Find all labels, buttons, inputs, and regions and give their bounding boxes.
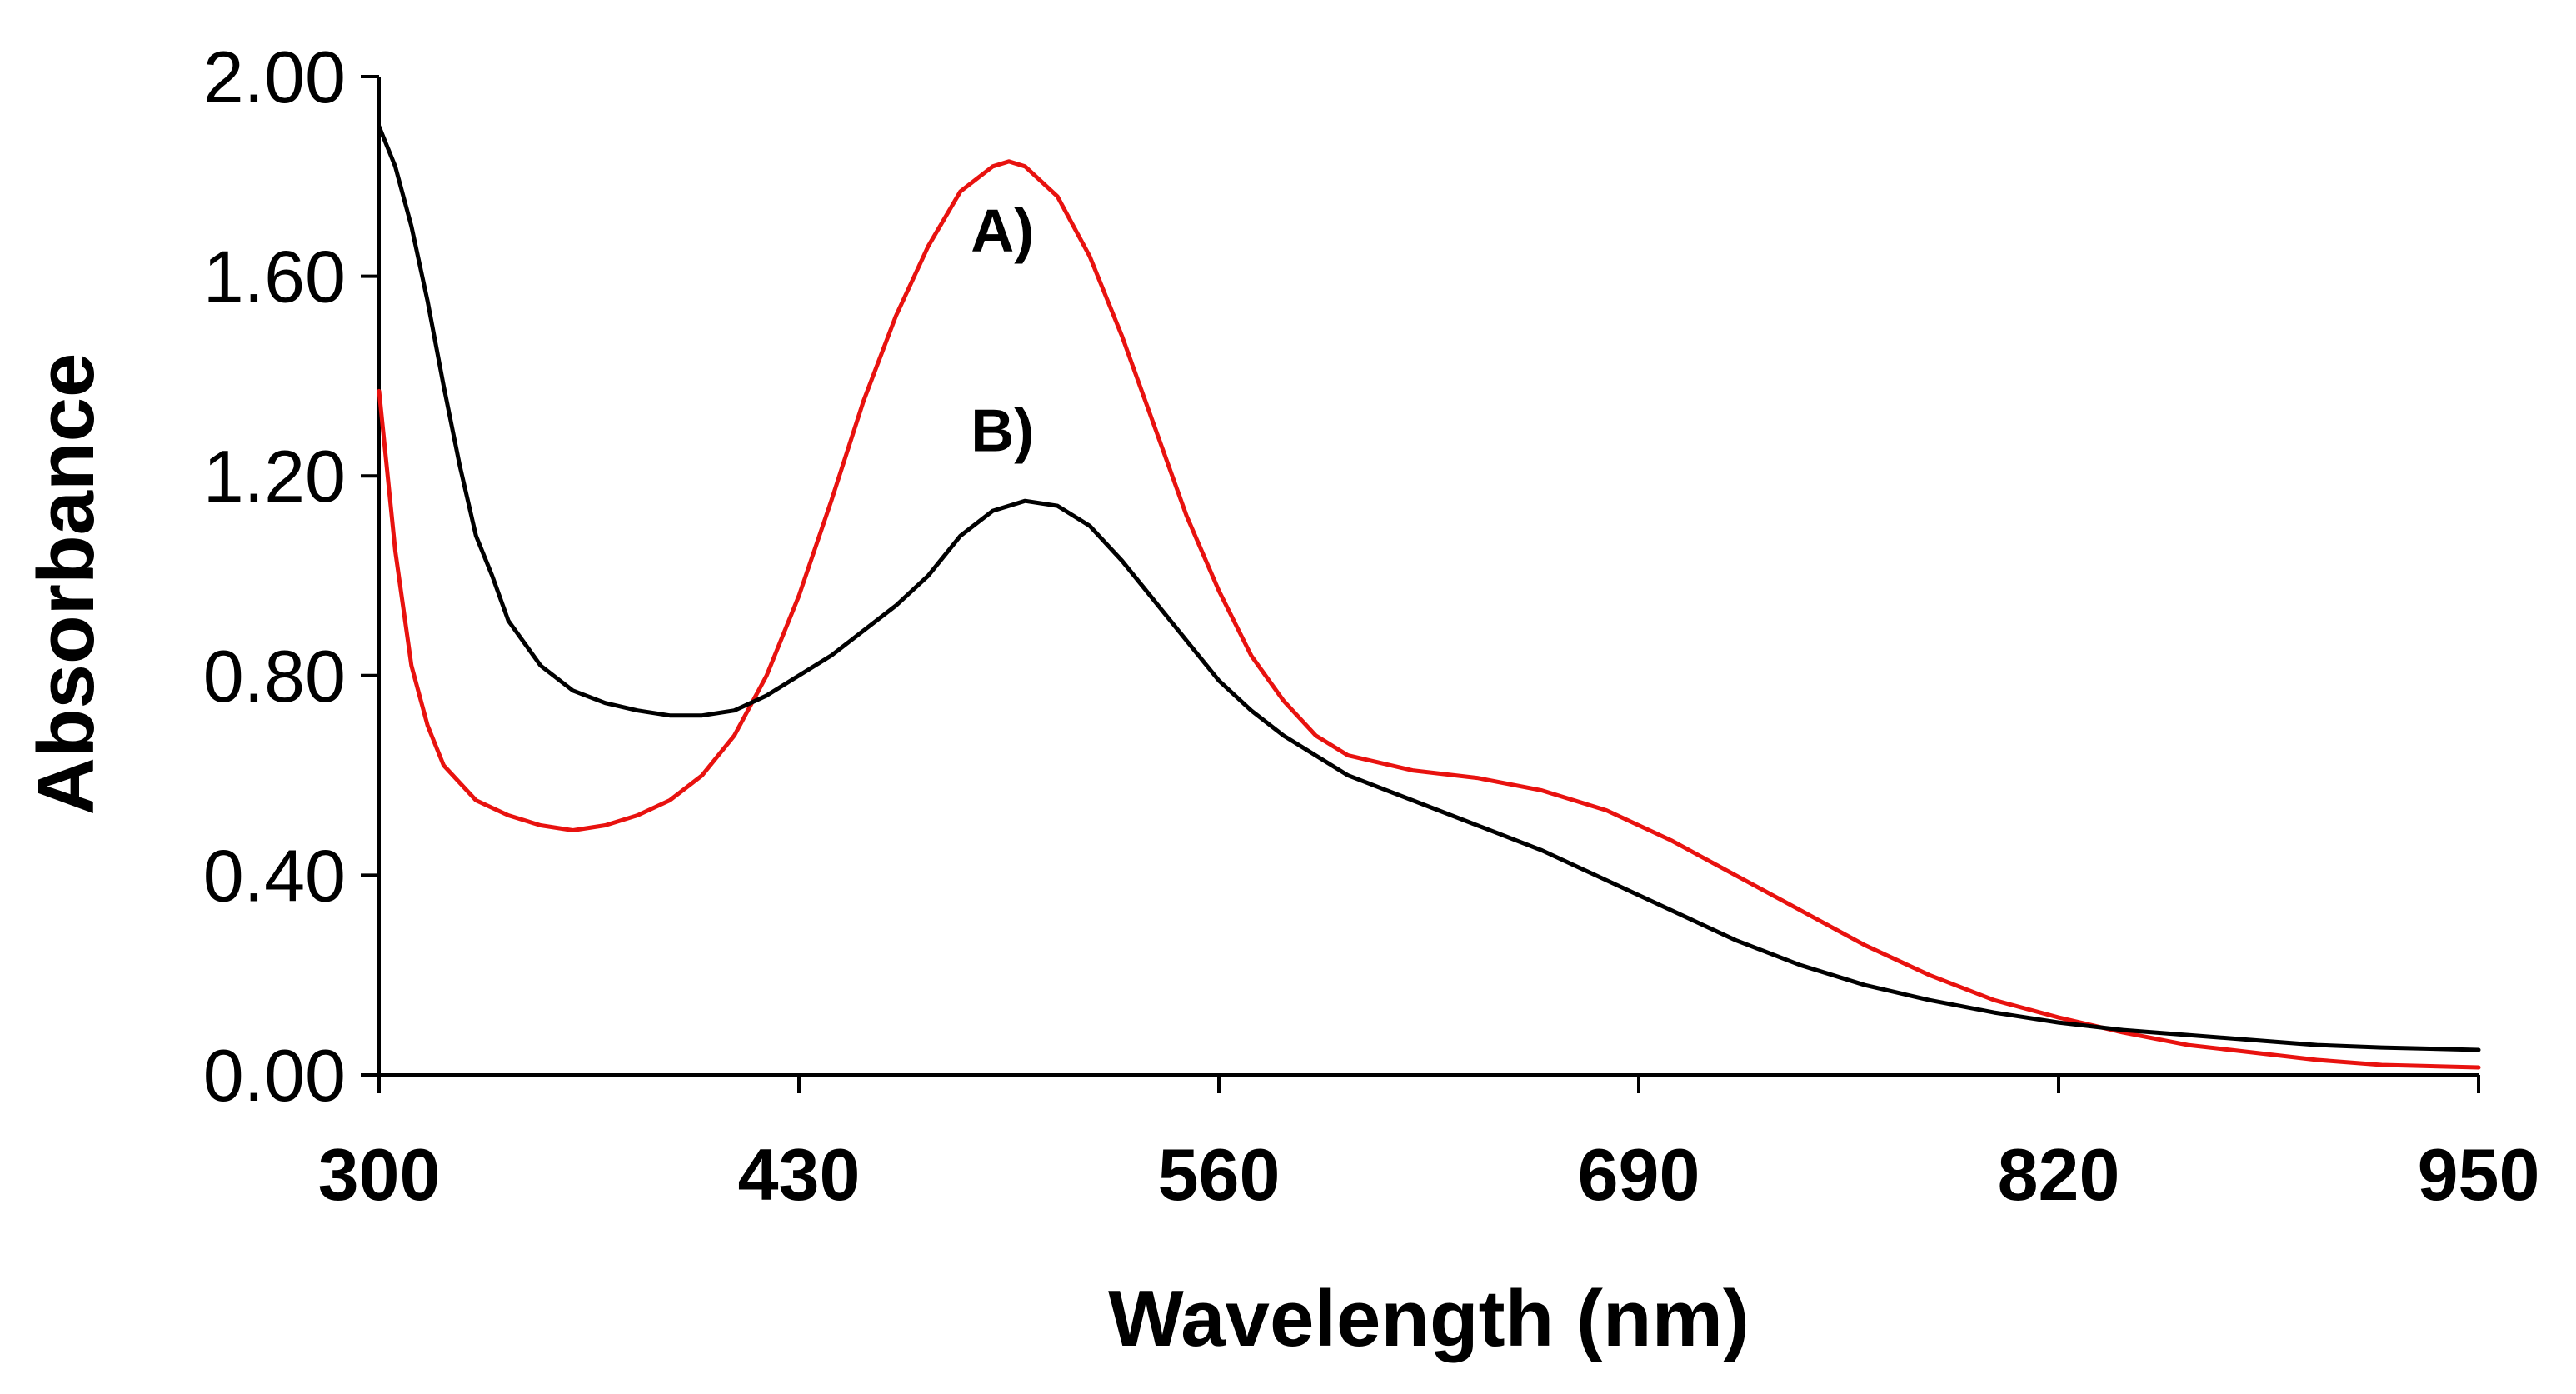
x-tick-label: 300 [318, 1133, 441, 1216]
y-tick-label: 1.20 [203, 435, 346, 517]
y-tick-label: 0.00 [203, 1034, 346, 1117]
series-layer [377, 124, 2481, 1070]
axes: 0.00 0.40 0.80 1.20 1.60 2.00 300 430 560 690 820 9… [203, 36, 2540, 1216]
y-tick-label: 1.60 [203, 236, 346, 318]
y-tick-label: 2.00 [203, 36, 346, 118]
x-tick-label: 560 [1158, 1133, 1281, 1216]
series-line-a [377, 159, 2481, 1070]
x-tick-label: 690 [1578, 1133, 1700, 1216]
y-tick-label: 0.40 [203, 834, 346, 917]
annotation-label-a: A) [971, 198, 1034, 265]
x-tick-label: 820 [1998, 1133, 2120, 1216]
annotation-label-b: B) [971, 397, 1034, 464]
x-axis-title: Wavelength (nm) [1108, 1274, 1750, 1363]
y-axis-title: Absorbance [22, 353, 111, 816]
annotation-layer: A) B) [971, 198, 1034, 465]
y-tick-label: 0.80 [203, 635, 346, 717]
series-line-b [377, 124, 2481, 1052]
x-tick-label: 430 [738, 1133, 861, 1216]
x-tick-label: 950 [2418, 1133, 2540, 1216]
